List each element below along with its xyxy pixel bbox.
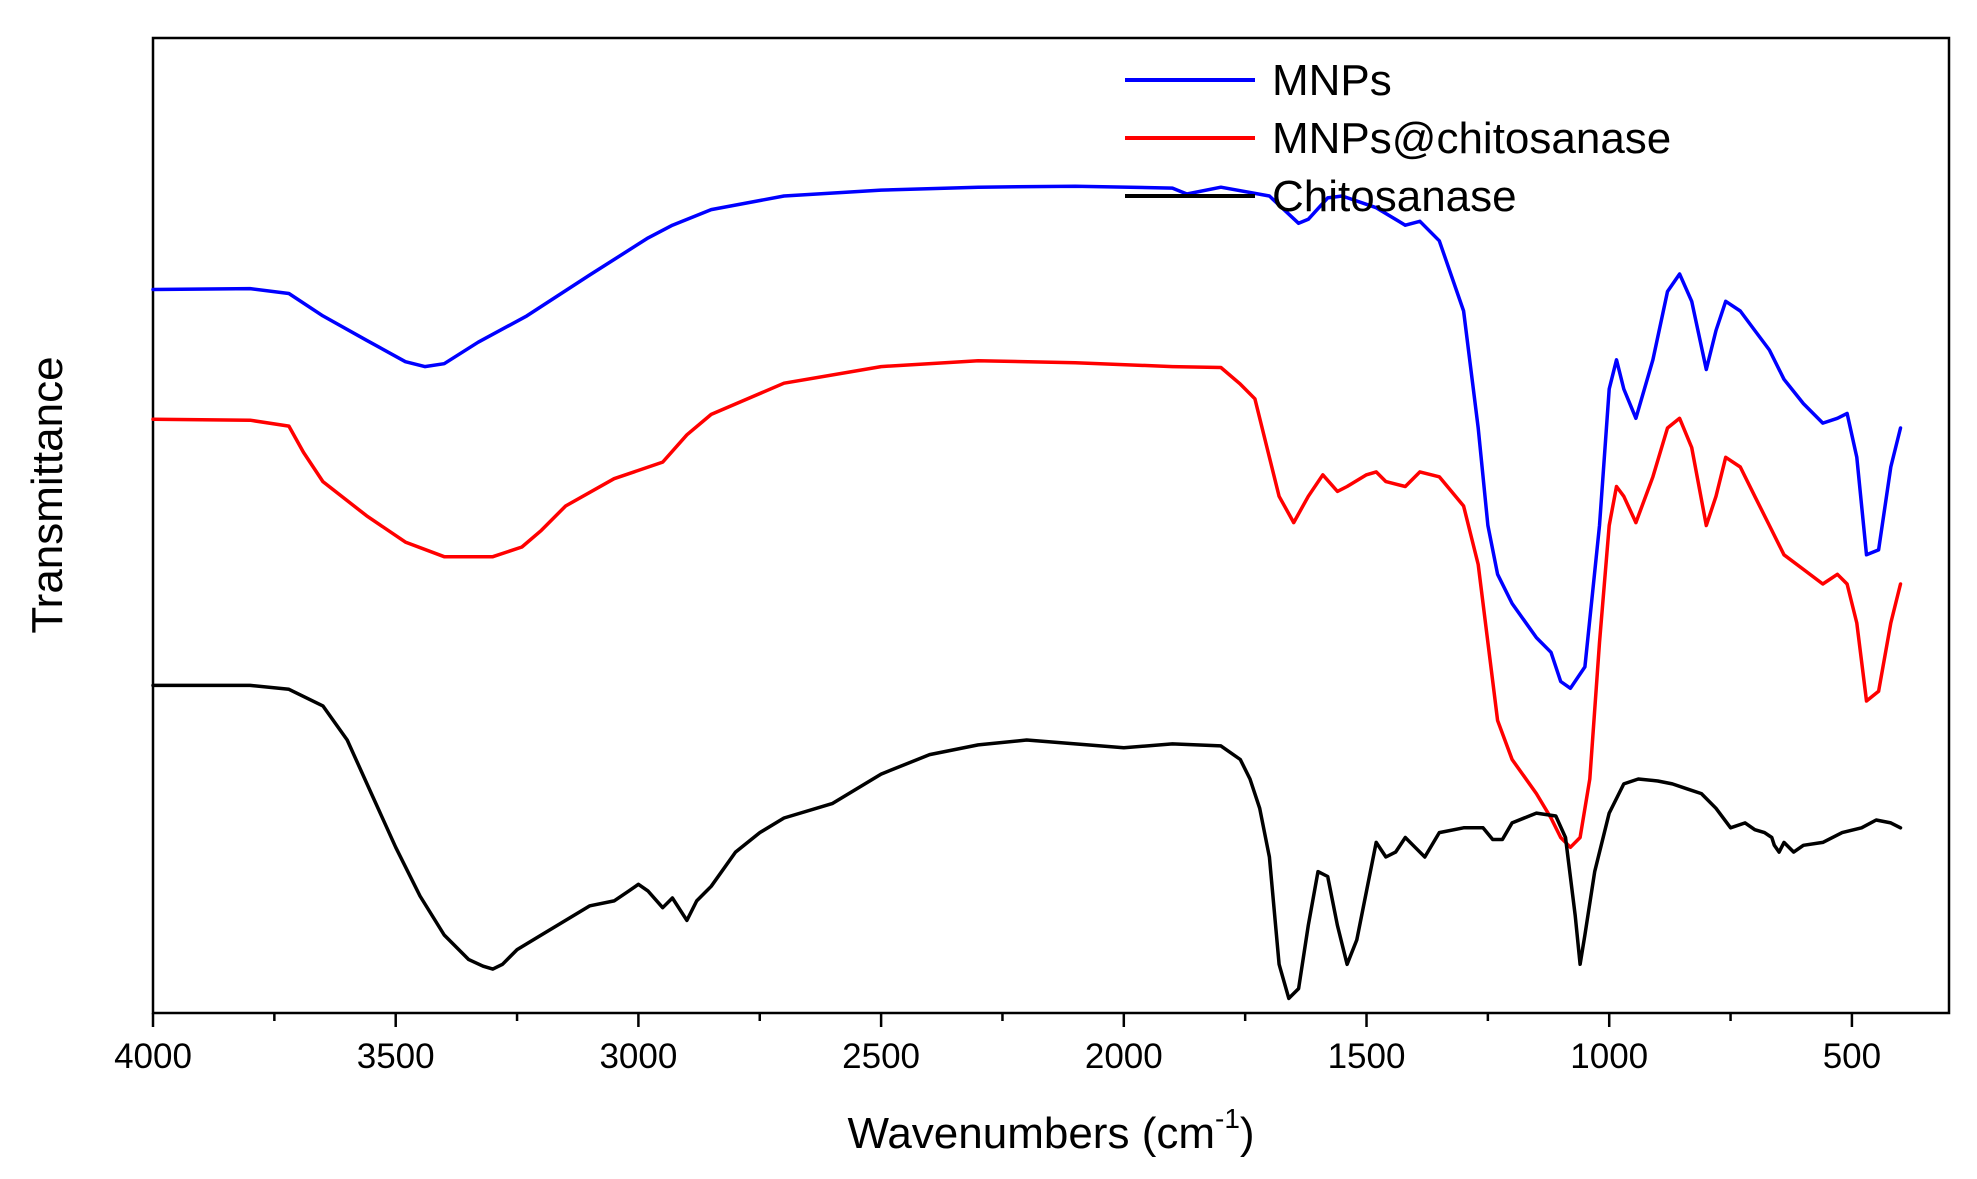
- x-tick-label: 2000: [1085, 1037, 1163, 1076]
- x-tick-label: 1000: [1570, 1037, 1648, 1076]
- x-axis-title-superscript: -1: [1215, 1103, 1240, 1134]
- legend-label: MNPs@chitosanase: [1272, 114, 1671, 163]
- legend-label: Chitosanase: [1272, 172, 1517, 221]
- x-axis-title: Wavenumbers (cm-1): [847, 1103, 1254, 1158]
- x-tick-label: 2500: [842, 1037, 920, 1076]
- series-line-mnps: [151, 184, 1903, 691]
- x-tick-label: 3000: [599, 1037, 677, 1076]
- x-tick-label: 3500: [357, 1037, 435, 1076]
- plot-frame: [151, 36, 1951, 1015]
- x-axis-ticks: [151, 1013, 1854, 1027]
- series-lines: [151, 184, 1903, 1001]
- x-tick-label: 1500: [1328, 1037, 1406, 1076]
- series-line-chitosanase: [151, 683, 1903, 1001]
- legend: MNPs MNPs@chitosanase Chitosanase: [1125, 56, 1671, 221]
- x-tick-label: 500: [1823, 1037, 1881, 1076]
- y-axis-title: Transmittance: [23, 356, 72, 633]
- legend-label: MNPs: [1272, 56, 1392, 105]
- series-line-mnps-chitosanase: [151, 358, 1903, 850]
- x-axis-tick-labels: 4000 3500 3000 2500 2000 1500 1000 500: [114, 1037, 1881, 1076]
- x-tick-label: 4000: [114, 1037, 192, 1076]
